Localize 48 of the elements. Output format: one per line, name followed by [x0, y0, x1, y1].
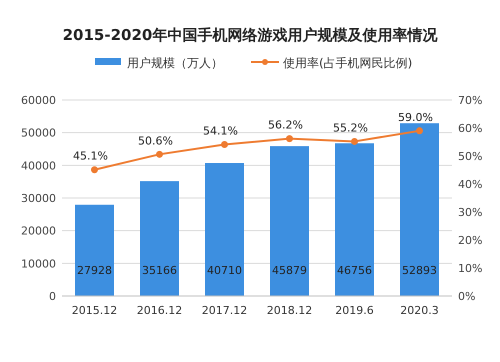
data-label: 27928 [77, 264, 112, 277]
data-label: 40710 [207, 264, 242, 277]
y2-tick-label: 40% [458, 178, 482, 191]
data-label: 52893 [402, 264, 437, 277]
x-tick-label: 2019.6 [335, 304, 374, 317]
y2-tick-label: 70% [458, 94, 482, 107]
data-label: 46756 [337, 264, 372, 277]
x-tick-label: 2018.12 [266, 304, 312, 317]
bar [140, 181, 179, 296]
y-tick-label: 40000 [21, 159, 56, 172]
point [286, 135, 293, 142]
chart-title: 2015-2020年中国手机网络游戏用户规模及使用率情况 [62, 26, 438, 44]
x-tick-label: 2015.12 [72, 304, 118, 317]
data-label: 59.0% [398, 110, 433, 124]
data-label: 54.1% [203, 124, 238, 138]
data-label: 56.2% [268, 118, 303, 132]
data-label: 45879 [272, 264, 307, 277]
bar [335, 143, 374, 296]
data-label: 50.6% [138, 134, 173, 148]
y2-tick-label: 50% [458, 150, 482, 163]
x-tick-label: 2020.3 [400, 304, 439, 317]
point [156, 150, 163, 158]
point [91, 166, 98, 174]
y2-tick-label: 0% [458, 290, 476, 303]
y-tick-label: 20000 [21, 224, 56, 238]
point [221, 141, 228, 148]
y-tick-label: 10000 [21, 257, 56, 270]
x-tick-label: 2016.12 [136, 304, 182, 317]
bar [205, 163, 244, 296]
y2-tick-label: 60% [458, 122, 482, 135]
data-label: 45.1% [73, 150, 108, 163]
legend-label: 用户规模（万人） [127, 56, 223, 70]
y-tick-label: 60000 [21, 94, 56, 107]
y2-tick-label: 20% [458, 234, 482, 247]
y-tick-label: 50000 [21, 126, 56, 140]
point [351, 138, 358, 145]
bar [75, 204, 114, 296]
bar [400, 123, 439, 296]
point [416, 127, 423, 134]
y-tick-label: 0 [49, 290, 56, 303]
y2-tick-label: 30% [458, 206, 482, 219]
data-label: 55.2% [333, 121, 368, 134]
legend-label: 使用率(占手机网民比例) [283, 56, 412, 70]
bar [270, 146, 309, 296]
y2-tick-label: 10% [458, 262, 482, 275]
x-tick-label: 2017.12 [202, 304, 248, 317]
y-tick-label: 30000 [21, 192, 56, 205]
data-label: 35166 [142, 264, 177, 277]
